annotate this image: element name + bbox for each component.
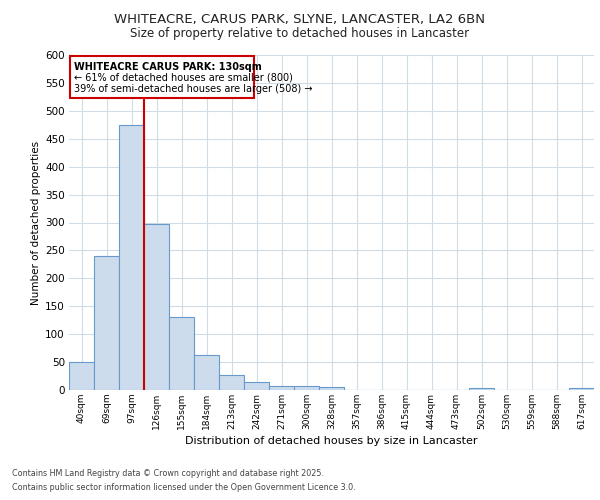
Bar — [294, 386, 319, 390]
Bar — [194, 355, 219, 390]
Text: ← 61% of detached houses are smaller (800): ← 61% of detached houses are smaller (80… — [74, 73, 293, 83]
Bar — [219, 375, 244, 390]
Text: 39% of semi-detached houses are larger (508) →: 39% of semi-detached houses are larger (… — [74, 84, 313, 94]
Bar — [169, 318, 194, 390]
Text: WHITEACRE, CARUS PARK, SLYNE, LANCASTER, LA2 6BN: WHITEACRE, CARUS PARK, SLYNE, LANCASTER,… — [115, 12, 485, 26]
Bar — [144, 224, 169, 390]
Text: Size of property relative to detached houses in Lancaster: Size of property relative to detached ho… — [130, 28, 470, 40]
X-axis label: Distribution of detached houses by size in Lancaster: Distribution of detached houses by size … — [185, 436, 478, 446]
Text: WHITEACRE CARUS PARK: 130sqm: WHITEACRE CARUS PARK: 130sqm — [74, 62, 262, 72]
Text: Contains public sector information licensed under the Open Government Licence 3.: Contains public sector information licen… — [12, 484, 356, 492]
Bar — [69, 362, 94, 390]
Text: Contains HM Land Registry data © Crown copyright and database right 2025.: Contains HM Land Registry data © Crown c… — [12, 468, 324, 477]
Bar — [269, 386, 294, 390]
FancyBboxPatch shape — [70, 56, 254, 98]
Bar — [94, 256, 119, 390]
Bar — [119, 125, 144, 390]
Bar — [569, 388, 594, 390]
Bar — [319, 386, 344, 390]
Y-axis label: Number of detached properties: Number of detached properties — [31, 140, 41, 304]
Bar — [469, 388, 494, 390]
Bar — [244, 382, 269, 390]
